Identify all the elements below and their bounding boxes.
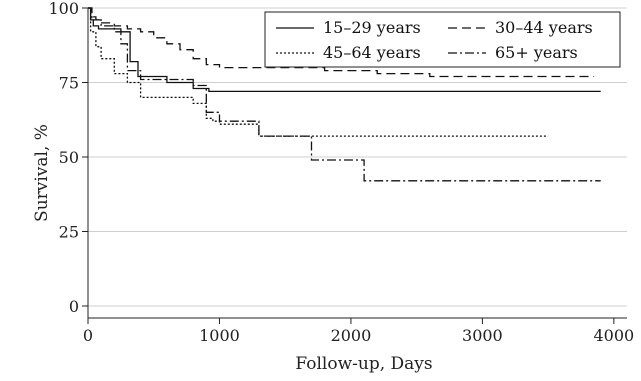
y-tick-label: 75 <box>59 74 79 93</box>
x-tick-label: 2000 <box>331 326 372 345</box>
series-line-2 <box>88 7 549 137</box>
legend-label: 30–44 years <box>495 18 593 37</box>
y-tick-label: 100 <box>48 0 79 18</box>
y-tick-label: 0 <box>69 297 79 316</box>
y-axis-title: Survival, % <box>32 124 52 222</box>
y-tick-label: 50 <box>59 148 79 167</box>
x-tick-label: 0 <box>83 326 93 345</box>
series-line-1 <box>88 7 595 78</box>
legend-label: 65+ years <box>495 43 578 62</box>
x-tick-label: 4000 <box>593 326 634 345</box>
series-line-0 <box>88 7 601 93</box>
series-line-3 <box>88 7 601 182</box>
legend-label: 45–64 years <box>323 43 421 62</box>
y-tick-label: 25 <box>59 223 79 242</box>
x-axis-title: Follow-up, Days <box>295 354 432 374</box>
legend: 15–29 years 30–44 years 45–64 years 65+ yea… <box>264 11 621 68</box>
legend-label: 15–29 years <box>323 18 421 37</box>
x-tick-label: 3000 <box>462 326 503 345</box>
legend-box <box>264 11 621 68</box>
x-tick-label: 1000 <box>199 326 240 345</box>
series-lines <box>88 7 601 182</box>
